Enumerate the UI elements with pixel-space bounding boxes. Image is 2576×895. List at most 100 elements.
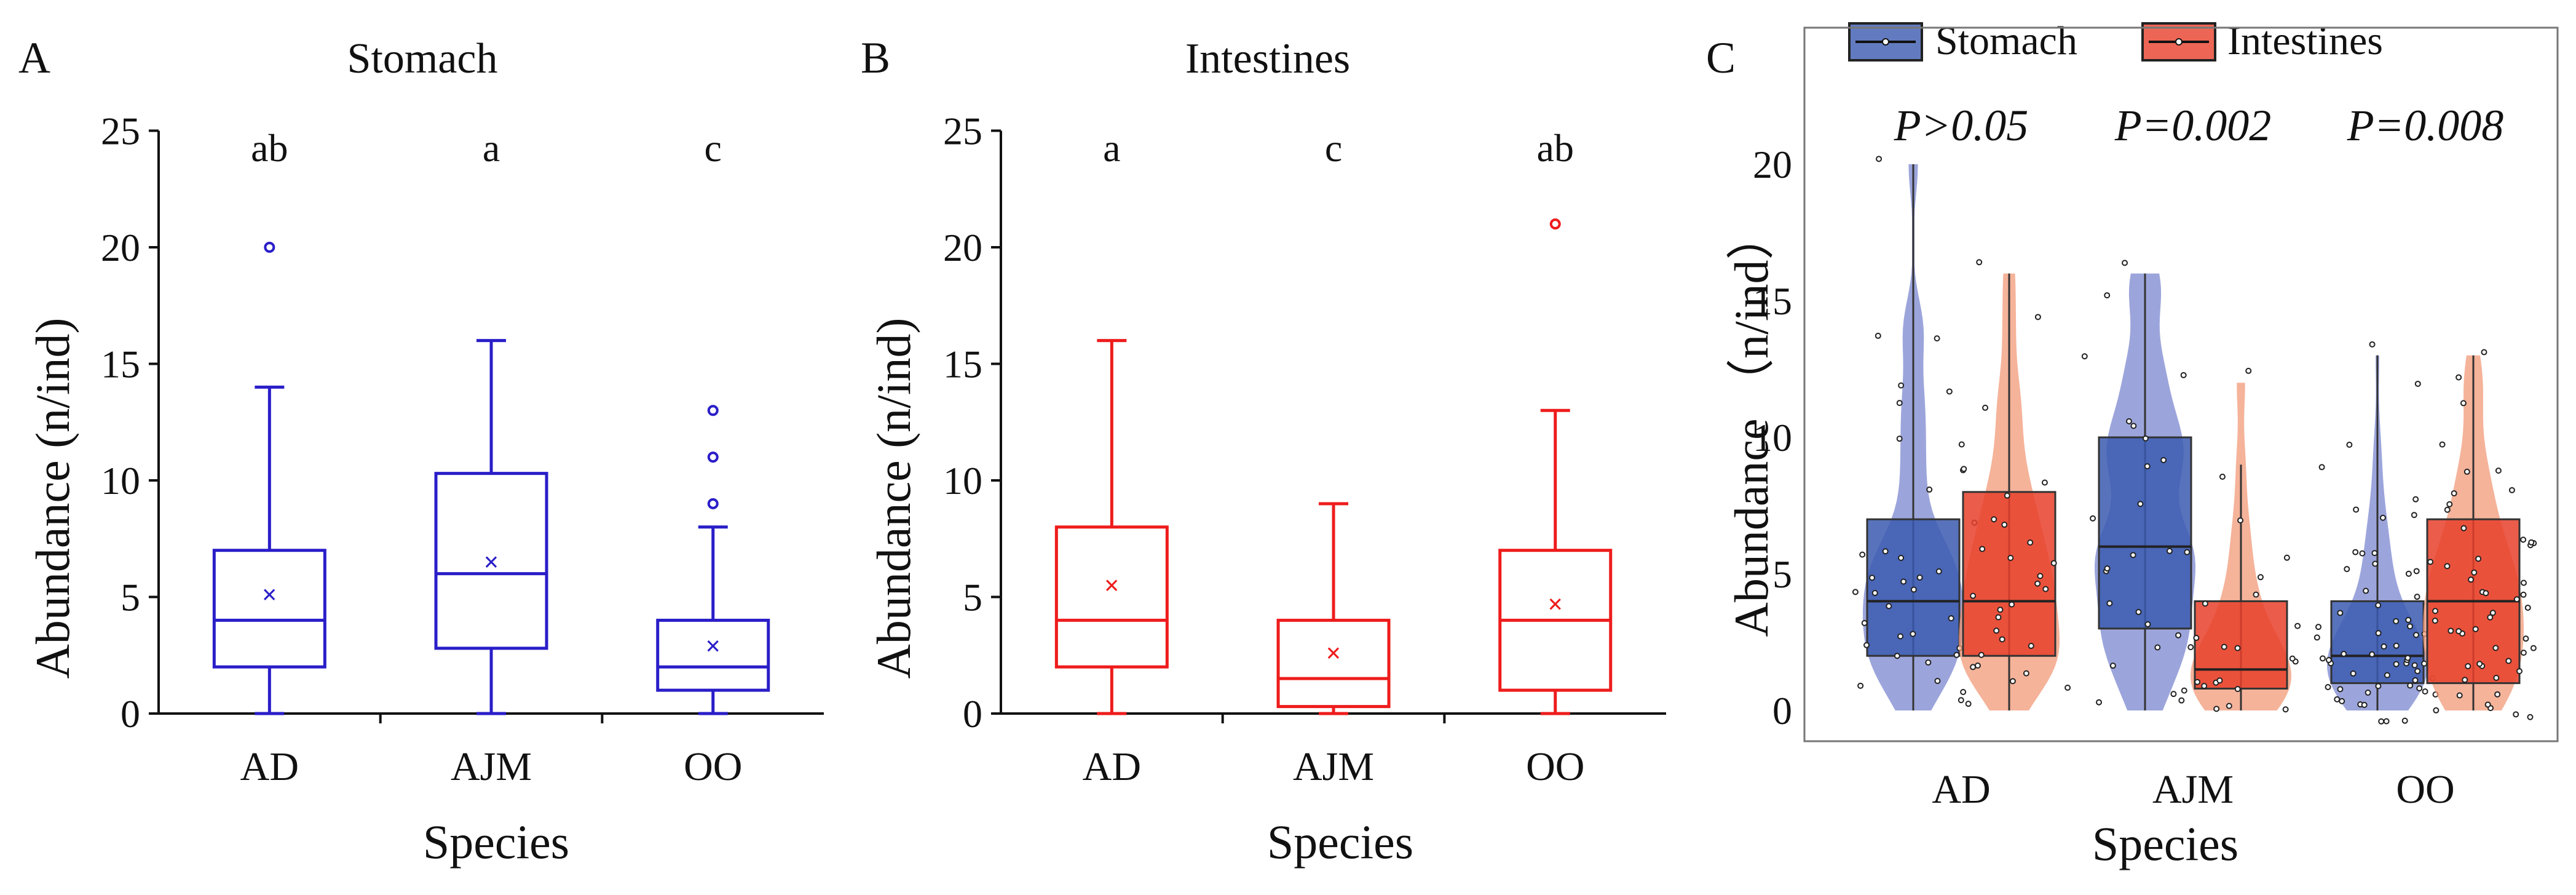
panel-c-point-intestines xyxy=(2283,554,2290,561)
panel-c-point-intestines xyxy=(1965,701,1972,707)
panel-a-significance-letter: c xyxy=(705,126,722,170)
panel-c-point-stomach xyxy=(2144,463,2151,470)
panel-c-point-intestines xyxy=(1999,636,2005,643)
panel-c-point-intestines xyxy=(2193,635,2200,642)
panel-c-point-intestines xyxy=(2527,714,2534,720)
panel-c-point-intestines xyxy=(2495,467,2502,474)
panel-c-point-stomach xyxy=(2144,621,2151,627)
panel-c-point-stomach xyxy=(1896,400,1903,407)
panel-c-point-stomach xyxy=(2325,684,2331,691)
panel-c-point-intestines xyxy=(2432,618,2438,624)
panel-c-point-intestines xyxy=(2468,576,2475,583)
panel-a-outlier xyxy=(707,498,719,509)
panel-c-point-intestines xyxy=(2234,686,2241,693)
panel-c-point-stomach xyxy=(2122,260,2128,266)
panel-c-point-stomach xyxy=(2379,514,2386,521)
panel-c-point-stomach xyxy=(2352,549,2359,555)
panel-c-point-intestines xyxy=(1991,516,1997,523)
panel-c-point-stomach xyxy=(2416,685,2423,691)
panel-c-point-stomach xyxy=(2315,624,2322,630)
panel-c-point-stomach xyxy=(2319,655,2326,662)
panel-c-point-stomach xyxy=(1863,642,1870,648)
panel-b-y-tick-label: 15 xyxy=(943,343,982,386)
panel-c-point-stomach xyxy=(2109,662,2116,669)
legend-stomach-label: Stomach xyxy=(1935,18,2077,63)
panel-c-point-stomach xyxy=(2142,435,2149,442)
panel-a-xlabel: Species xyxy=(423,815,569,869)
panel-c-point-intestines xyxy=(1961,466,1967,472)
panel-a-outlier xyxy=(707,451,719,463)
panel-c-point-stomach xyxy=(2383,718,2390,725)
panel-b-significance-letter: ab xyxy=(1537,126,1574,170)
panel-c-point-intestines xyxy=(2494,691,2501,698)
panel-c-point-intestines xyxy=(1982,404,1989,411)
panel-c-p-value: P=0.008 xyxy=(2347,101,2504,150)
panel-b-x-tick-label: AD xyxy=(1083,744,1141,789)
panel-c-legend: Stomach Intestines xyxy=(1848,18,2383,63)
panel-c-point-stomach xyxy=(2341,651,2347,658)
panel-c-point-stomach xyxy=(1934,677,1941,684)
panel-c-point-stomach xyxy=(1916,574,1923,581)
panel-c-y-tick-label: 20 xyxy=(1753,143,1792,186)
panel-c-box-stomach xyxy=(2330,600,2425,685)
panel-c-point-stomach xyxy=(2401,717,2408,724)
panel-c-point-stomach xyxy=(2125,418,2132,424)
panel-c-point-stomach xyxy=(2375,683,2382,690)
panel-c-point-stomach xyxy=(1958,697,1964,704)
panel-a-y-tick-label: 20 xyxy=(101,226,140,269)
panel-c-point-intestines xyxy=(2462,677,2468,683)
panel-c-point-intestines xyxy=(2050,560,2057,567)
panel-c-point-stomach xyxy=(2180,372,2187,378)
panel-c-point-intestines xyxy=(2520,650,2527,656)
panel-c-point-stomach xyxy=(2384,672,2390,678)
panel-c-point-intestines xyxy=(2432,608,2439,615)
panel-c-point-intestines xyxy=(2444,563,2451,570)
panel-c-point-intestines xyxy=(2508,487,2515,493)
panel-c-point-intestines xyxy=(2253,591,2259,598)
panel-a-plot: 0 5 10 15 20 25 AD ab × AJM a × OO c × xyxy=(101,109,824,789)
panel-c-point-intestines xyxy=(2484,701,2491,708)
panel-c-point-stomach xyxy=(1894,653,1900,659)
panel-c-point-intestines xyxy=(2492,645,2499,651)
panel-a-y-tick-label: 0 xyxy=(121,692,140,736)
panel-c-point-stomach xyxy=(2380,643,2387,650)
panel-b: B Intestines Abundance (n/ind) Species 0… xyxy=(861,33,1666,869)
panel-c-x-tick-label: AD xyxy=(1932,767,1990,812)
panel-c-point-stomach xyxy=(2365,689,2371,696)
panel-c-point-stomach xyxy=(1898,382,1905,389)
panel-b-significance-letter: a xyxy=(1103,126,1120,170)
panel-c-point-intestines xyxy=(2034,580,2041,587)
panel-c-point-intestines xyxy=(2505,658,2512,664)
panel-c-point-intestines xyxy=(1970,592,1977,599)
panel-c-p-value: P>0.05 xyxy=(1894,101,2029,150)
panel-c-point-intestines xyxy=(2216,677,2223,684)
panel-c-ylabel: Abundance （n/ind） xyxy=(1725,212,1778,637)
panel-c-point-stomach xyxy=(2405,616,2412,623)
panel-c-point-intestines xyxy=(1946,388,1953,395)
panel-c-point-stomach xyxy=(1896,436,1903,442)
panel-c-point-intestines xyxy=(2476,661,2483,667)
panel-c-point-intestines xyxy=(1974,662,1981,669)
panel-c-point-intestines xyxy=(2455,628,2462,635)
panel-c-letter: C xyxy=(1706,33,1736,82)
panel-c-point-stomach xyxy=(1869,575,1876,581)
panel-c-point-stomach xyxy=(2096,699,2103,706)
panel-c-point-stomach xyxy=(1886,603,1892,610)
panel-c-point-stomach xyxy=(2104,565,2111,572)
panel-c-point-intestines xyxy=(2439,441,2446,448)
panel-c-point-stomach xyxy=(2166,547,2173,554)
panel-c-point-intestines xyxy=(2219,473,2226,480)
panel-c-point-stomach xyxy=(2081,353,2088,360)
panel-a-letter: A xyxy=(18,33,50,82)
panel-b-y-tick-label: 5 xyxy=(963,576,982,619)
panel-c-point-stomach xyxy=(2361,701,2368,708)
panel-c-point-stomach xyxy=(2135,608,2142,615)
panel-a-mean-marker: × xyxy=(484,547,499,578)
panel-c-point-intestines xyxy=(2202,600,2208,607)
panel-c-point-intestines xyxy=(1978,651,1985,658)
panel-c-point-intestines xyxy=(1995,614,2002,621)
panel-c-point-stomach xyxy=(2130,423,2137,429)
panel-c: C Abundance （n/ind） Species Stomach Inte… xyxy=(1706,18,2559,870)
panel-c-point-stomach xyxy=(2346,441,2353,448)
